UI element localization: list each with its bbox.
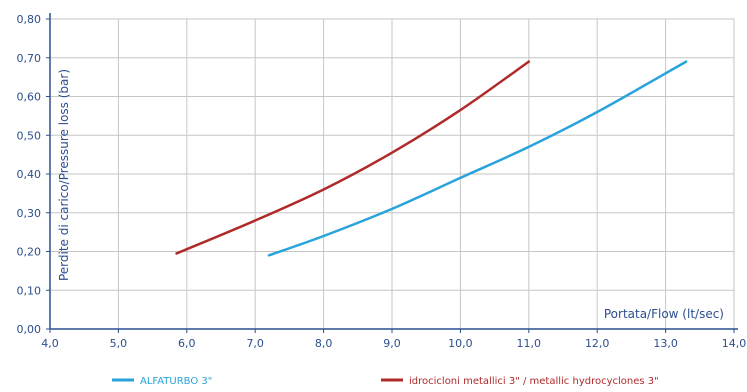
x-tick-label: 10,0 (448, 337, 473, 350)
legend-label-1: ALFATURBO 3" (140, 376, 212, 387)
x-tick-labels: 4,0 5,0 6,0 7,0 8,0 9,0 10,0 11,0 12,0 13,0 14,0 (41, 337, 746, 350)
y-tick-label: 0,70 (17, 52, 42, 65)
x-tick-label: 5,0 (110, 337, 128, 350)
x-tick-label: 8,0 (315, 337, 333, 350)
legend-label-2: idrocicloni metallici 3" / metallic hydr… (409, 376, 659, 387)
x-axis-label: Portata/Flow (lt/sec) (604, 307, 724, 321)
y-tick-label: 0,50 (17, 129, 42, 142)
y-tick-label: 0,40 (17, 168, 42, 181)
grid (50, 18, 735, 329)
y-tick-label: 0,80 (17, 13, 42, 26)
x-tick-label: 9,0 (383, 337, 401, 350)
y-tick-label: 0,00 (17, 323, 42, 336)
legend: ALFATURBO 3" idrocicloni metallici 3" / m… (112, 376, 659, 387)
series-layer (175, 60, 688, 257)
y-tick-labels: 0,00 0,10 0,20 0,30 0,40 0,50 0,60 0,70 0,80 (17, 13, 42, 336)
x-tick-label: 4,0 (41, 337, 59, 350)
x-tick-label: 6,0 (178, 337, 196, 350)
series-line-1 (267, 60, 688, 257)
x-tick-label: 11,0 (517, 337, 542, 350)
x-tick-label: 13,0 (653, 337, 678, 350)
x-tick-label: 14,0 (722, 337, 747, 350)
series-line-2 (175, 60, 531, 255)
y-axis-label: Perdite di carico/Pressure loss (bar) (57, 69, 71, 281)
axes (46, 13, 738, 333)
y-tick-label: 0,60 (17, 91, 42, 104)
x-tick-label: 7,0 (246, 337, 264, 350)
y-tick-label: 0,10 (17, 284, 42, 297)
y-tick-label: 0,30 (17, 207, 42, 220)
y-tick-label: 0,20 (17, 246, 42, 259)
x-tick-label: 12,0 (585, 337, 610, 350)
